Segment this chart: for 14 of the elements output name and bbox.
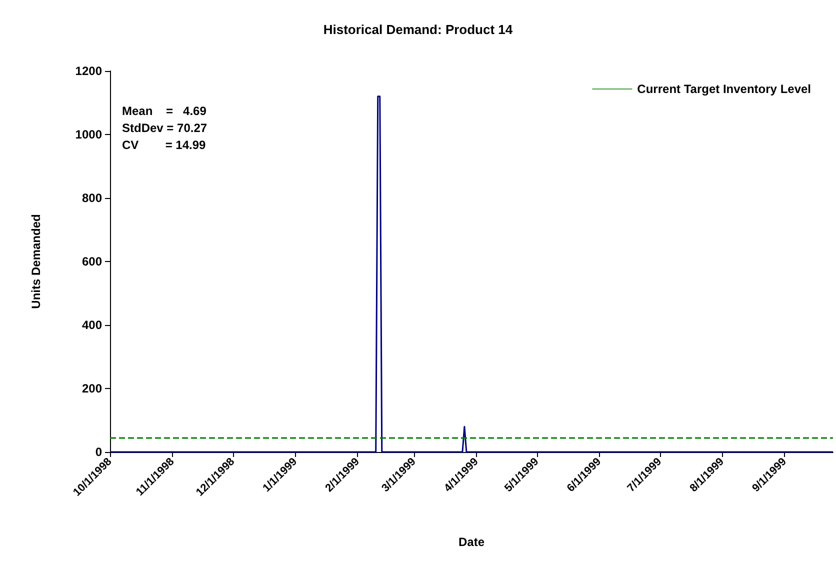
y-tick-label: 1000	[75, 128, 102, 142]
y-tick-label: 200	[82, 382, 102, 396]
annotation: Mean = 4.69	[122, 104, 207, 118]
x-axis-title: Date	[458, 535, 485, 549]
y-tick-label: 400	[82, 318, 102, 332]
y-axis-title: Units Demanded	[29, 214, 43, 309]
y-tick-label: 800	[82, 191, 102, 205]
annotation: StdDev = 70.27	[122, 121, 208, 135]
y-tick-label: 1200	[75, 64, 102, 78]
annotation: CV = 14.99	[122, 138, 206, 152]
y-tick-label: 0	[95, 445, 102, 459]
legend-label: Current Target Inventory Level	[637, 82, 812, 96]
chart-title: Historical Demand: Product 14	[323, 22, 514, 37]
y-tick-label: 600	[82, 254, 102, 268]
